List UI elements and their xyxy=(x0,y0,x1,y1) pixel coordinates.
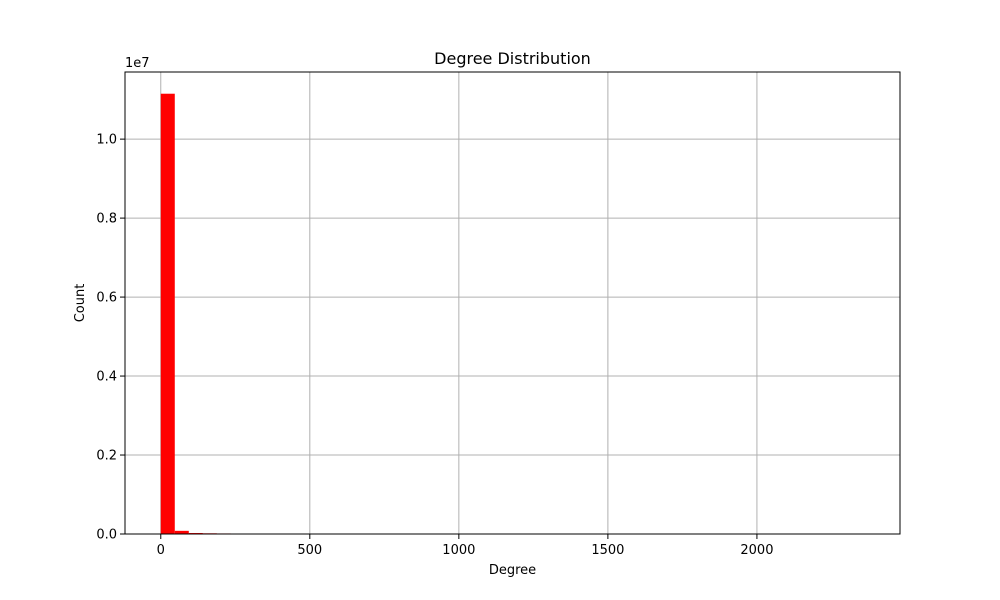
x-tick-label: 1000 xyxy=(442,543,475,558)
x-axis-ticks: 0 500 1000 1500 2000 xyxy=(157,534,773,558)
x-tick-label: 1500 xyxy=(591,543,624,558)
y-tick-label: 0.6 xyxy=(96,291,117,306)
y-tick-label: 0.0 xyxy=(96,528,117,543)
y-tick-label: 0.2 xyxy=(96,449,117,464)
plot-frame xyxy=(124,71,901,535)
y-tick-label: 0.4 xyxy=(96,370,117,385)
histogram-bar xyxy=(174,530,189,534)
y-tick-label: 0.8 xyxy=(96,212,117,227)
chart-title: Degree Distribution xyxy=(434,49,591,68)
y-tick-label: 1.0 xyxy=(96,133,117,148)
histogram-bar xyxy=(160,93,175,534)
x-tick-label: 0 xyxy=(157,543,165,558)
y-axis-label: Count xyxy=(73,284,88,323)
x-axis-label: Degree xyxy=(489,563,536,578)
x-tick-label: 2000 xyxy=(740,543,773,558)
x-tick-label: 500 xyxy=(297,543,322,558)
y-axis-ticks: 0.0 0.2 0.4 0.6 0.8 1.0 xyxy=(96,133,125,543)
y-axis-offset-label: 1e7 xyxy=(125,56,150,71)
